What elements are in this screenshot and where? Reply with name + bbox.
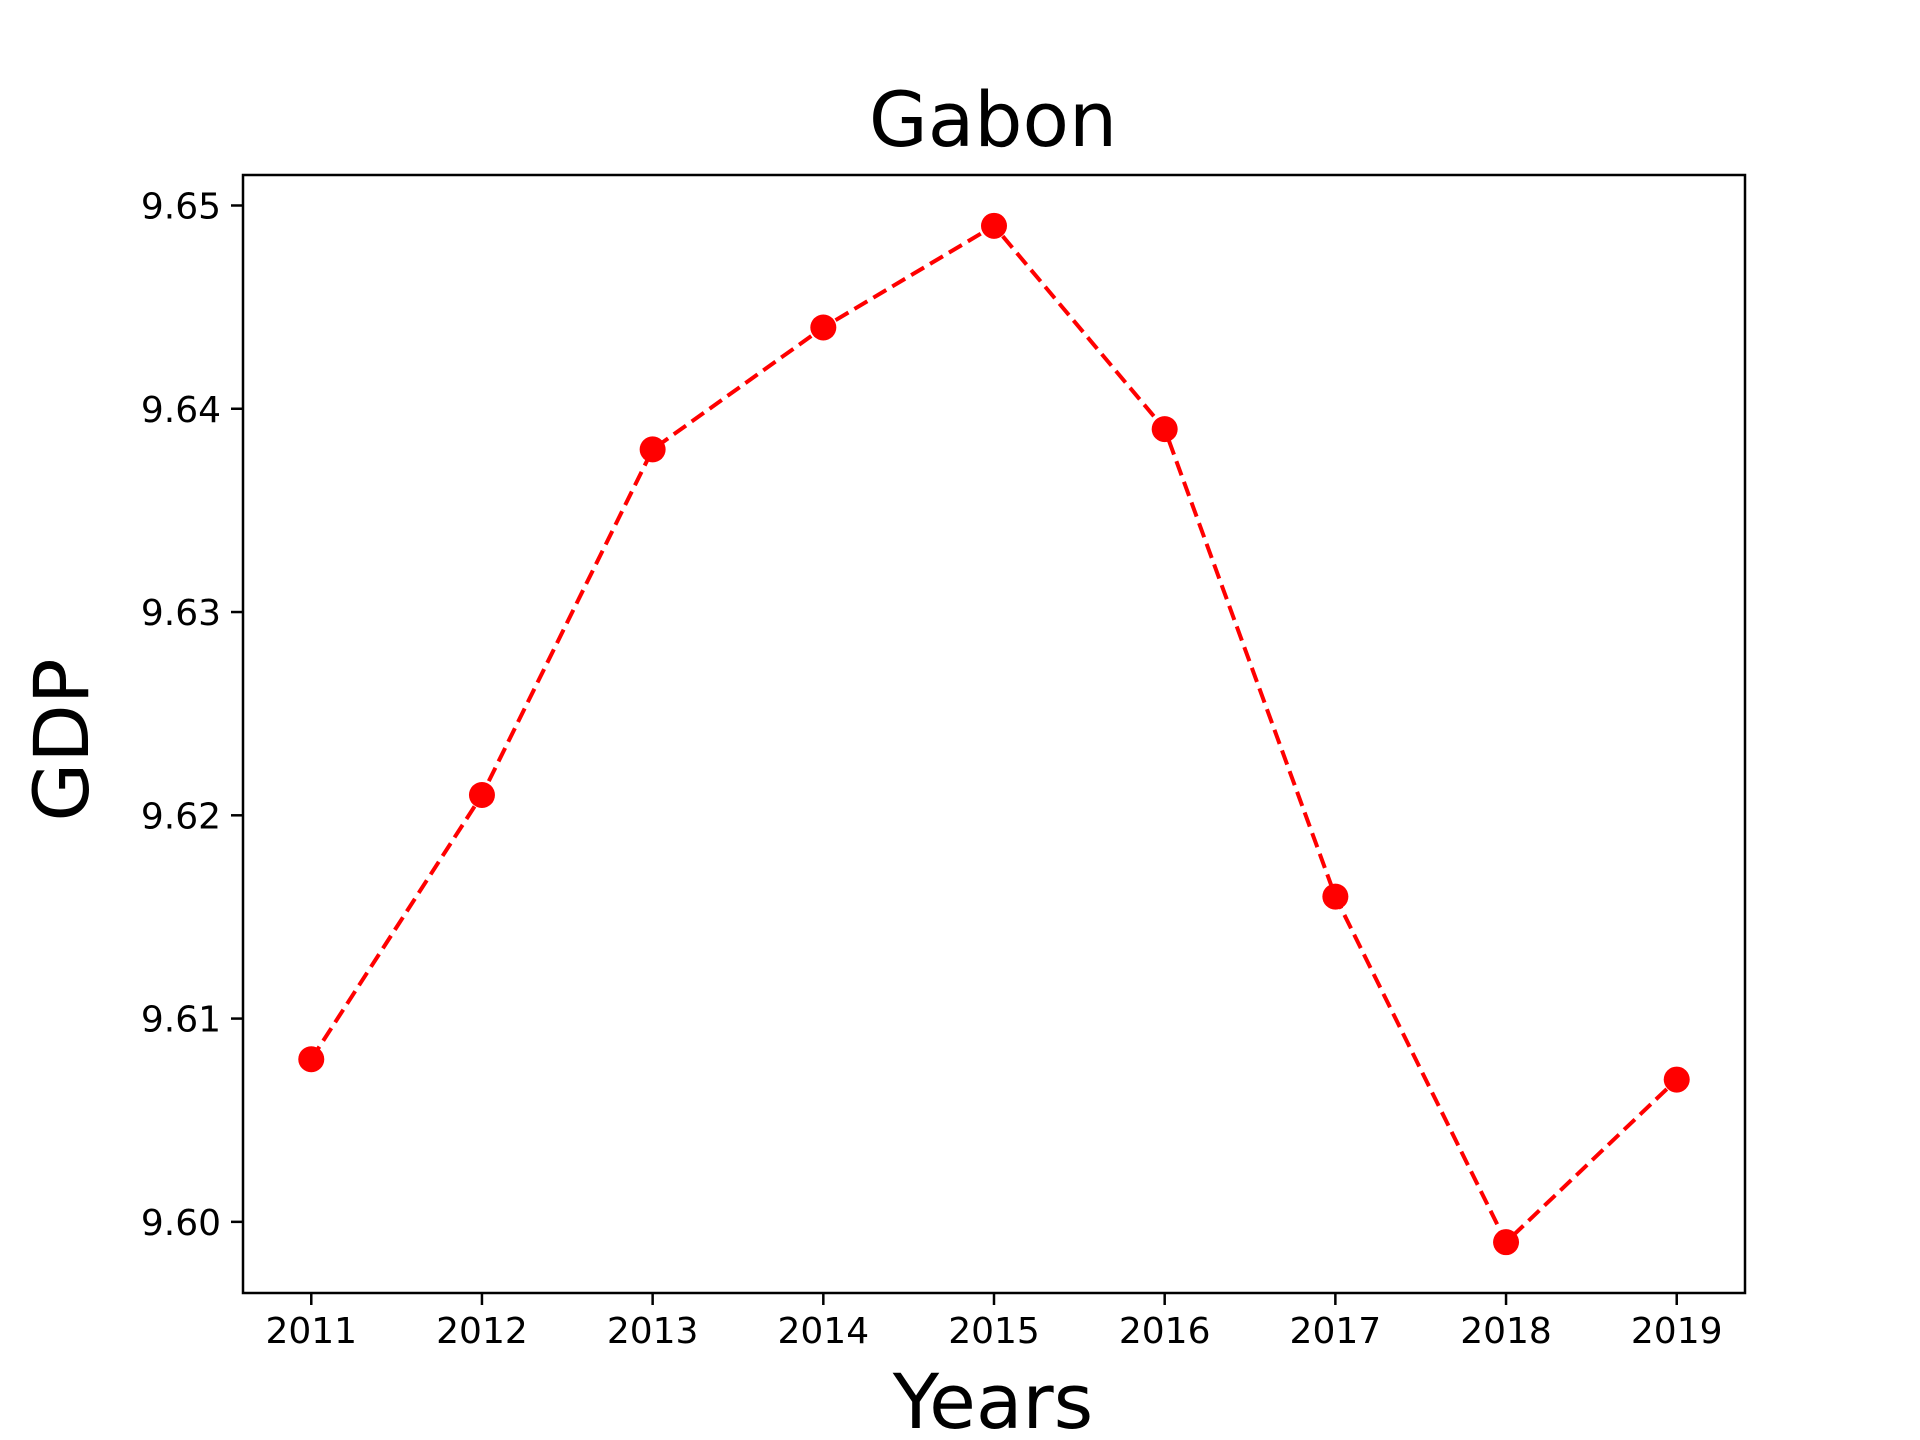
x-tick-label: 2016	[1119, 1311, 1211, 1352]
x-tick-label: 2013	[607, 1311, 699, 1352]
y-tick-label: 9.65	[141, 186, 221, 227]
x-tick-label: 2011	[265, 1311, 357, 1352]
y-tick-label: 9.64	[141, 390, 221, 431]
x-axis: 2011 2012 2013 2014 2015 2016 2017 2018 2019	[265, 1293, 1723, 1352]
data-point[interactable]	[1322, 883, 1349, 910]
y-tick-label: 9.63	[141, 593, 221, 634]
chart-title: Gabon	[869, 75, 1117, 164]
x-tick-label: 2012	[436, 1311, 528, 1352]
x-tick-label: 2018	[1460, 1311, 1552, 1352]
x-axis-title: Years	[892, 1357, 1094, 1440]
y-tick-label: 9.62	[141, 796, 221, 837]
data-point[interactable]	[298, 1046, 325, 1073]
data-point[interactable]	[1493, 1229, 1520, 1256]
x-tick-label: 2014	[778, 1311, 870, 1352]
y-tick-label: 9.61	[141, 1000, 221, 1041]
data-point[interactable]	[1663, 1066, 1690, 1093]
data-point[interactable]	[981, 212, 1007, 239]
y-axis-title: GDP	[17, 658, 106, 821]
data-point[interactable]	[468, 781, 495, 808]
data-point[interactable]	[1151, 416, 1178, 443]
data-point[interactable]	[810, 314, 837, 341]
x-tick-label: 2019	[1631, 1311, 1723, 1352]
data-point[interactable]	[639, 436, 666, 463]
series-layer	[298, 212, 1690, 1256]
x-tick-label: 2017	[1290, 1311, 1382, 1352]
y-tick-label: 9.60	[141, 1203, 221, 1244]
x-tick-label: 2015	[948, 1311, 1040, 1352]
y-axis: 9.60 9.61 9.62 9.63 9.64 9.65	[141, 186, 243, 1244]
